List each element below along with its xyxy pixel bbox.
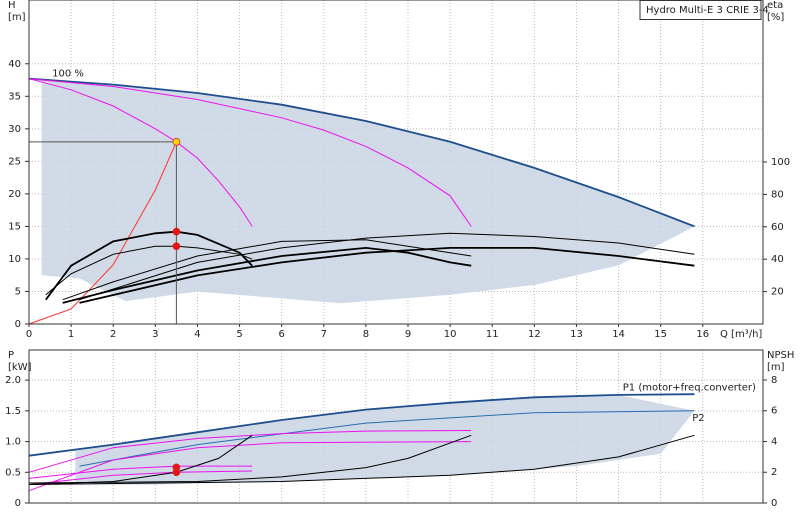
- curve: [45, 245, 253, 296]
- curve: [28, 141, 177, 325]
- curve: [79, 410, 695, 467]
- legend-box: [639, 0, 762, 20]
- annotation: 100 %: [52, 69, 84, 80]
- y-tick-label: 1.5: [5, 406, 21, 417]
- x-tick-label: 0: [26, 329, 32, 340]
- y-tick-label: 5: [15, 286, 21, 297]
- x-tick-label: 16: [696, 329, 709, 340]
- y-tick-label: 1.0: [5, 437, 21, 448]
- y-tick-label: 10: [8, 254, 21, 265]
- curve: [28, 441, 472, 492]
- y2-tick-label: 40: [771, 254, 784, 265]
- x-tick-label: 12: [528, 329, 541, 340]
- y-tick-label: 15: [8, 221, 21, 232]
- annotation: P2: [692, 413, 704, 424]
- y-tick-label: 0: [15, 319, 21, 330]
- y-axis-label: P: [8, 350, 14, 361]
- operating-point: [172, 468, 181, 477]
- curve: [28, 430, 472, 473]
- y-axis-label: H: [8, 0, 16, 11]
- x-axis-label: Q [m³/h]: [720, 329, 762, 340]
- x-tick-label: 5: [236, 329, 242, 340]
- curve: [28, 434, 695, 485]
- x-tick-label: 1: [68, 329, 74, 340]
- y2-axis-label: eta: [767, 0, 783, 11]
- x-tick-label: 8: [363, 329, 369, 340]
- curve: [79, 232, 695, 301]
- y2-tick-label: 60: [771, 222, 784, 233]
- y-tick-label: 2.0: [5, 375, 21, 386]
- annotation: P1 (motor+freq.converter): [623, 382, 756, 393]
- y2-tick-label: 20: [771, 287, 784, 298]
- curve: [28, 470, 253, 486]
- curve: [62, 246, 472, 304]
- curve: [28, 77, 695, 228]
- operating-point: [172, 137, 181, 146]
- operating-point: [172, 227, 181, 236]
- operating-range: [41, 78, 695, 304]
- x-tick-label: 13: [570, 329, 583, 340]
- y-tick-label: 0: [15, 498, 21, 509]
- x-tick-label: 6: [278, 329, 284, 340]
- x-tick-label: 4: [194, 329, 200, 340]
- y-tick-label: 30: [8, 124, 21, 135]
- y2-tick-label: 6: [771, 406, 777, 417]
- y2-tick-label: 0: [771, 498, 777, 509]
- x-tick-label: 15: [654, 329, 667, 340]
- curve: [28, 434, 472, 484]
- curve: [28, 78, 472, 227]
- curve: [28, 393, 695, 457]
- y-tick-label: 35: [8, 91, 21, 102]
- y2-tick-label: 2: [771, 467, 777, 478]
- x-tick-label: 2: [110, 329, 116, 340]
- y2-tick-label: 8: [771, 375, 777, 386]
- y-axis-label: [m]: [8, 12, 26, 23]
- operating-point: [172, 242, 181, 251]
- y2-tick-label: 4: [771, 436, 777, 447]
- x-tick-label: 10: [444, 329, 457, 340]
- plot-frame: [28, 349, 764, 504]
- legend-title: Hydro Multi-E 3 CRIE 3-4: [646, 5, 769, 16]
- y2-axis-label: [m]: [767, 362, 785, 373]
- y2-tick-label: 80: [771, 189, 784, 200]
- operating-range: [75, 394, 695, 485]
- curve: [79, 246, 695, 304]
- curve: [62, 239, 472, 301]
- y-tick-label: 40: [8, 59, 21, 70]
- y-tick-label: 25: [8, 156, 21, 167]
- curve: [28, 465, 253, 479]
- y2-axis-label: [%]: [767, 12, 784, 23]
- y-tick-label: 0.5: [5, 467, 21, 478]
- x-tick-label: 14: [612, 329, 625, 340]
- x-tick-label: 7: [321, 329, 327, 340]
- y-tick-label: 20: [8, 189, 21, 200]
- x-tick-label: 11: [486, 329, 499, 340]
- y2-axis-label: NPSH: [767, 350, 794, 361]
- x-tick-label: 3: [152, 329, 158, 340]
- x-tick-label: 9: [405, 329, 411, 340]
- y-axis-label: [kW]: [8, 362, 32, 373]
- y2-tick-label: 100: [771, 157, 790, 168]
